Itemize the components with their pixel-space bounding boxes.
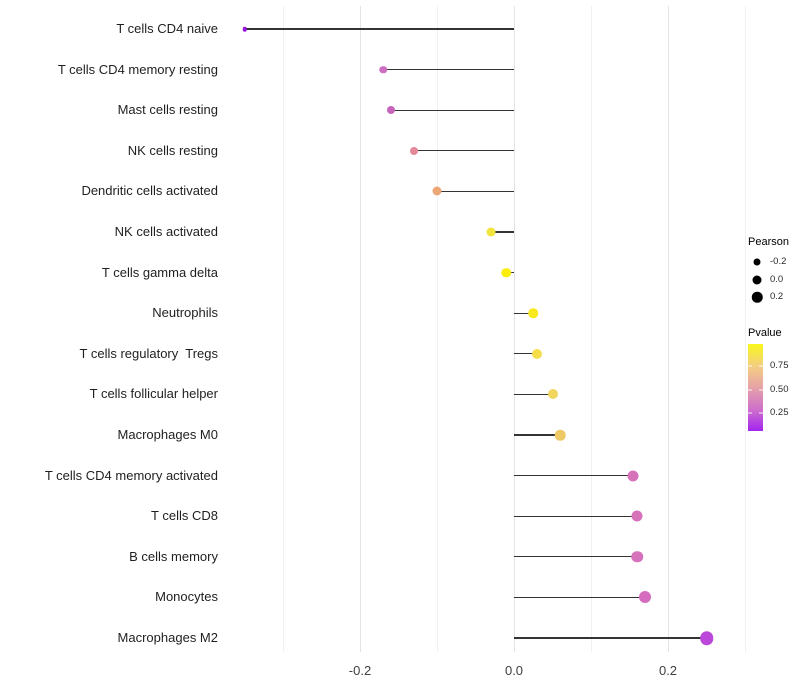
lollipop-dot [631,551,643,563]
x-tick-label: 0.2 [658,663,678,678]
legend-pearson-title: Pearson [748,236,789,248]
lollipop-stem [514,556,638,558]
lollipop-dot [432,186,442,196]
lollipop-dot [501,267,512,278]
gridline-minor [591,6,592,652]
y-axis-label: B cells memory [129,548,218,564]
y-axis-label: T cells CD8 [151,508,218,524]
lollipop-dot [242,26,247,32]
lollipop-stem [437,190,514,193]
lollipop-stem [413,150,514,152]
legend-pvalue-title: Pvalue [748,327,782,339]
y-axis-label: NK cells resting [127,142,218,158]
lollipop-dot [699,631,714,645]
legend-pvalue-label: 0.50 [770,384,789,395]
legend-size-dot [752,275,762,285]
y-axis-label: T cells follicular helper [89,386,218,402]
legend-pvalue-label: 0.75 [770,360,789,371]
legend-size-label: 0.2 [770,291,784,302]
lollipop-stem [514,434,561,436]
gridline-minor [745,6,746,652]
lollipop-dot [547,389,558,400]
colorbar-tick-right [759,365,763,367]
x-tick-label: 0.0 [504,663,524,678]
lollipop-stem [506,271,514,274]
legend-size-label: 0.0 [770,274,784,285]
legend-colorbar [748,344,763,431]
y-axis-label: T cells CD4 memory activated [44,467,218,483]
gridline-minor [283,6,284,652]
y-axis-label: T cells CD4 memory resting [57,61,218,77]
lollipop-stem [514,515,638,517]
y-axis-label: Monocytes [155,589,218,605]
lollipop-stem [390,109,514,111]
y-axis-label: Macrophages M0 [117,427,218,442]
x-tick-label: -0.2 [348,663,372,678]
gridline-major [514,6,515,652]
colorbar-tick-left [748,389,752,391]
lollipop-dot [386,106,395,115]
legend-size-dot [753,258,761,266]
colorbar-tick-left [748,412,752,414]
y-axis-label: Dendritic cells activated [81,183,218,199]
gridline-minor [437,6,438,652]
lollipop-dot [627,470,639,482]
lollipop-stem [490,231,514,233]
y-axis-label: Mast cells resting [117,102,218,118]
y-axis-label: T cells gamma delta [101,264,218,280]
lollipop-stem [244,28,514,30]
colorbar-tick-right [759,389,763,391]
lollipop-stem [514,353,538,355]
lollipop-dot [631,510,643,522]
legend-size-dot [751,291,763,303]
lollipop-dot [532,348,543,359]
lollipop-stem [514,637,707,639]
lollipop-dot [528,308,538,318]
lollipop-stem [514,393,553,396]
lollipop-dot [486,227,496,237]
lollipop-dot [379,65,387,74]
lollipop-dot [638,591,651,604]
gridline-major [668,6,669,652]
legend-pvalue-label: 0.25 [770,407,789,418]
y-axis-label: Neutrophils [152,305,218,321]
y-axis-label: T cells CD4 naive [116,21,218,36]
lollipop-stem [383,68,514,71]
lollipop-dot [409,146,418,155]
gridline-major [360,6,361,652]
colorbar-tick-left [748,365,752,367]
legend-size-label: -0.2 [770,256,787,267]
lollipop-stem [514,596,645,599]
y-axis-label: T cells regulatory Tregs [79,345,218,361]
lollipop-dot [554,429,566,441]
y-axis-label: NK cells activated [114,224,218,239]
lollipop-stem [514,312,534,314]
colorbar-tick-right [759,412,763,414]
y-axis-label: Macrophages M2 [117,630,218,645]
lollipop-stem [514,474,634,477]
